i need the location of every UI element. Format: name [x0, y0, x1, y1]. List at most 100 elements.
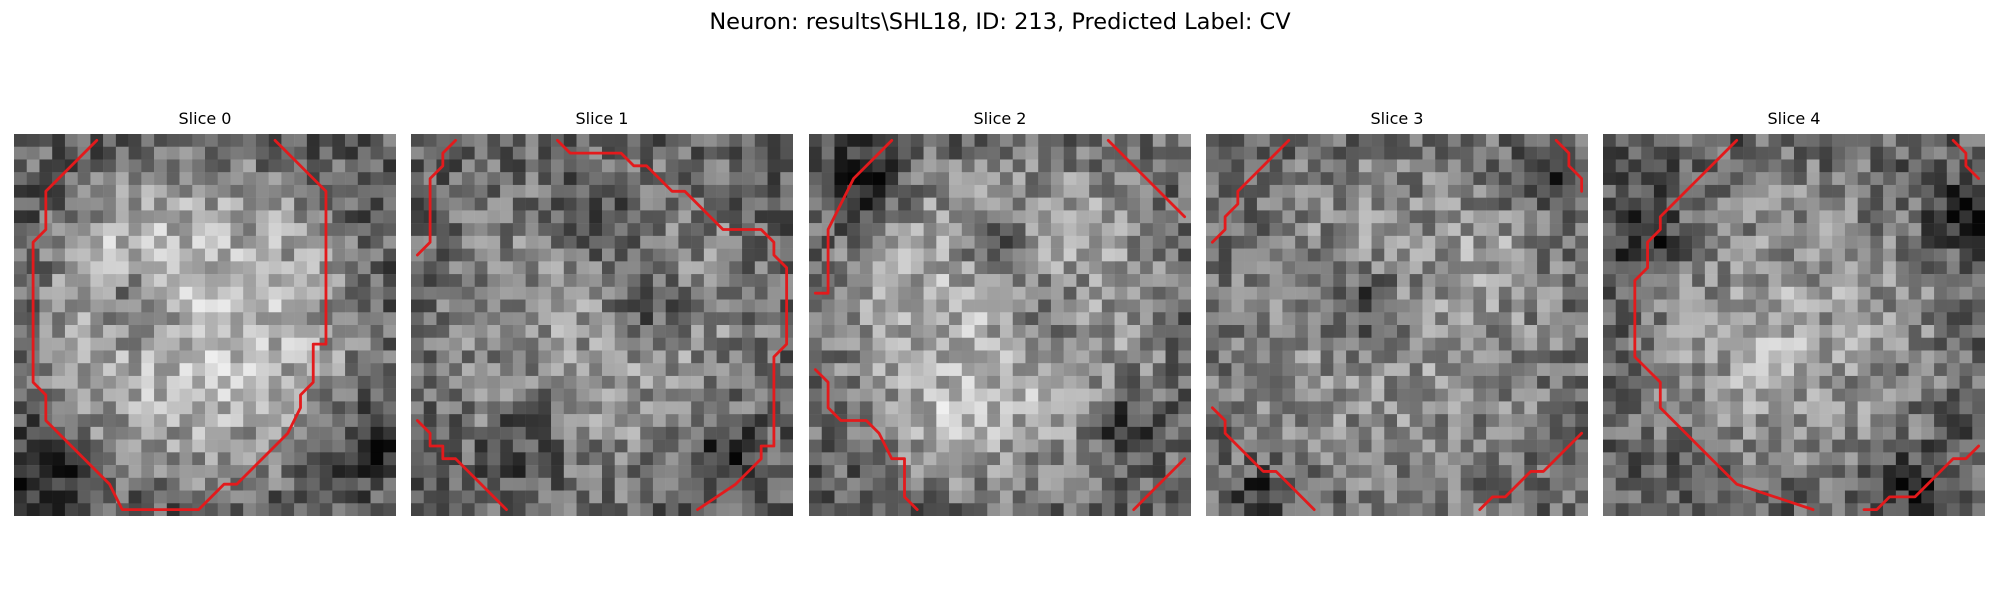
pixel	[910, 134, 924, 147]
pixel	[461, 197, 475, 211]
pixel	[1012, 401, 1026, 415]
pixel	[614, 363, 628, 377]
pixel	[1498, 299, 1512, 313]
pixel	[1384, 375, 1398, 389]
pixel	[461, 414, 475, 428]
pixel	[1127, 248, 1141, 262]
pixel	[1000, 286, 1013, 300]
pixel	[974, 439, 988, 453]
pixel	[192, 375, 206, 389]
pixel	[205, 477, 218, 491]
pixel	[1140, 325, 1154, 338]
pixel	[1946, 274, 1960, 288]
pixel	[411, 350, 424, 364]
pixel	[1704, 465, 1718, 479]
pixel	[1934, 146, 1948, 160]
pixel	[1666, 146, 1680, 160]
pixel	[872, 401, 886, 415]
pixel	[1473, 286, 1487, 300]
pixel	[487, 439, 501, 453]
pixel	[128, 477, 142, 491]
pixel	[961, 325, 975, 338]
pixel	[1460, 503, 1474, 516]
pixel	[1307, 452, 1321, 466]
pixel	[716, 312, 730, 326]
pixel	[1435, 465, 1449, 479]
pixel	[703, 337, 717, 351]
pixel	[987, 465, 1001, 479]
pixel	[1921, 388, 1935, 402]
pixel	[885, 172, 899, 186]
pixel	[961, 235, 975, 249]
pixel	[1435, 172, 1449, 186]
pixel	[115, 235, 129, 249]
pixel	[1165, 452, 1179, 466]
pixel	[923, 375, 937, 389]
pixel	[1794, 210, 1807, 224]
pixel	[1908, 503, 1922, 516]
pixel	[1333, 503, 1347, 516]
pixel	[1447, 197, 1461, 211]
pixel	[1050, 350, 1064, 364]
pixel	[230, 503, 244, 516]
pixel	[1000, 248, 1013, 262]
pixel	[1641, 146, 1655, 160]
pixel	[563, 452, 577, 466]
pixel	[423, 401, 437, 415]
pixel	[1575, 477, 1588, 491]
pixel	[14, 363, 27, 377]
pixel	[1486, 261, 1500, 275]
pixel	[885, 159, 899, 173]
pixel	[859, 172, 873, 186]
pixel	[716, 210, 730, 224]
pixel	[1562, 134, 1576, 147]
pixel	[1307, 223, 1321, 237]
pixel	[512, 337, 526, 351]
pixel	[1101, 388, 1115, 402]
pixel	[1371, 312, 1385, 326]
pixel	[767, 197, 781, 211]
pixel	[1921, 439, 1935, 453]
pixel	[1844, 184, 1858, 198]
pixel	[294, 286, 308, 300]
pixel	[1333, 426, 1347, 440]
pixel	[1409, 184, 1423, 198]
pixel	[949, 465, 963, 479]
pixel	[1447, 337, 1461, 351]
pixel	[243, 350, 257, 364]
pixel	[294, 465, 308, 479]
pixel	[1498, 350, 1512, 364]
pixel	[1447, 248, 1461, 262]
pixel	[52, 503, 66, 516]
pixel	[1653, 134, 1667, 147]
pixel	[1641, 426, 1655, 440]
pixel	[1870, 210, 1884, 224]
pixel	[923, 210, 937, 224]
pixel	[461, 274, 475, 288]
pixel	[1152, 388, 1166, 402]
pixel	[1959, 172, 1973, 186]
pixel	[306, 274, 320, 288]
pixel	[345, 312, 359, 326]
pixel	[306, 439, 320, 453]
pixel	[834, 134, 848, 147]
pixel	[128, 337, 142, 351]
pixel	[1832, 388, 1846, 402]
pixel	[1486, 350, 1500, 364]
pixel	[103, 401, 117, 415]
pixel	[411, 286, 424, 300]
pixel	[923, 299, 937, 313]
pixel	[1307, 350, 1321, 364]
pixel	[1972, 375, 1985, 389]
pixel	[1781, 159, 1795, 173]
pixel	[1063, 350, 1077, 364]
pixel	[652, 159, 666, 173]
pixel	[1959, 312, 1973, 326]
pixel	[1717, 261, 1731, 275]
pixel	[345, 325, 359, 338]
pixel	[1269, 210, 1283, 224]
pixel	[1934, 159, 1948, 173]
pixel	[436, 426, 450, 440]
pixel	[1806, 184, 1820, 198]
pixel	[1498, 184, 1512, 198]
